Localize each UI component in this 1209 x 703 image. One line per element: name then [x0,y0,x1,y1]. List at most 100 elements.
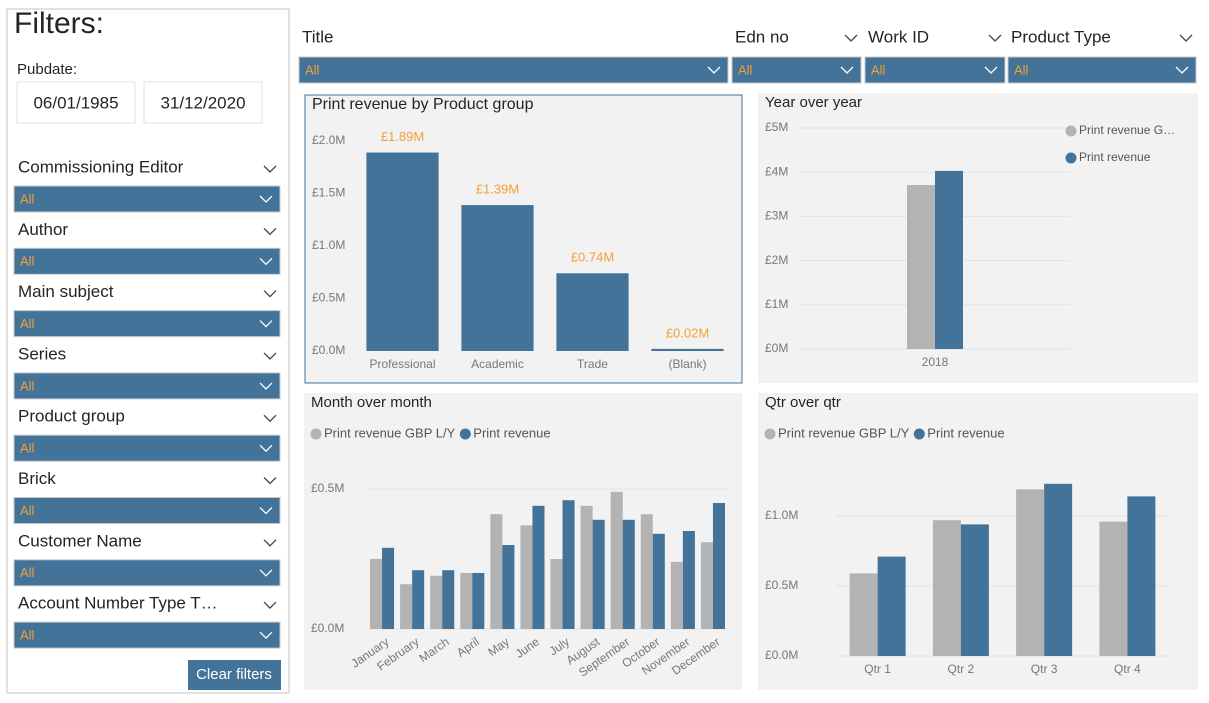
x-tick-label: Qtr 3 [1031,662,1058,676]
bar [502,545,515,629]
legend-marker [1065,152,1077,164]
chevron[interactable] [259,631,273,640]
bar [412,570,425,629]
dropdown-value[interactable]: All [1014,62,1029,77]
chevron[interactable] [1179,34,1193,42]
dropdown-value[interactable]: All [20,441,35,456]
chevron[interactable] [263,601,277,610]
bar [700,542,713,629]
bar [1016,489,1045,656]
y-tick-label: £1.5M [312,186,345,200]
slicer-label: Brick [18,469,56,488]
dropdown-value[interactable]: All [20,503,35,518]
slicer-label: Main subject [18,282,114,301]
chevron[interactable] [707,66,721,74]
chevron[interactable] [840,66,854,74]
y-tick-label: £0M [765,341,788,355]
x-tick-label: Qtr 1 [864,662,891,676]
dropdown[interactable] [1007,56,1197,84]
dropdown-value[interactable]: All [20,254,35,269]
dropdown[interactable] [13,497,281,524]
legend-label: Print revenue [473,425,550,440]
dropdown-value[interactable]: All [305,62,320,77]
slicer-label: Author [18,220,68,239]
chevron[interactable] [1175,66,1189,74]
chevron[interactable] [263,477,277,485]
dropdown-value[interactable]: All [20,628,35,643]
date-to-box[interactable] [143,81,263,124]
chevron[interactable] [984,66,998,74]
bar [640,514,653,629]
bar [461,205,534,351]
chevron[interactable] [259,195,273,203]
dropdown[interactable] [13,559,281,587]
chevron[interactable] [263,352,277,360]
bar [556,273,629,351]
y-tick-label: £0.0M [311,621,344,635]
dropdown-value[interactable]: All [20,316,35,331]
chevron[interactable] [259,320,273,328]
y-tick-label: £4M [765,164,788,178]
dropdown-value[interactable]: All [20,378,35,393]
chevron[interactable] [259,444,273,453]
legend-marker [310,428,322,440]
dropdown[interactable] [864,56,1006,84]
chevron[interactable] [263,227,277,236]
bar [490,514,503,629]
dropdown[interactable] [13,247,281,275]
bar [610,491,623,629]
legend-label: Print revenue GBP L/Y [778,425,910,440]
dropdown-value[interactable]: All [871,62,886,77]
bar [682,531,695,629]
bar [1127,496,1156,656]
slicer-label: Customer Name [18,531,142,550]
slicer-label: Product Type [1011,27,1111,46]
chevron[interactable] [263,290,277,298]
clear-button[interactable] [188,660,281,690]
dropdown-value[interactable]: All [20,565,35,580]
chevron[interactable] [988,34,1002,42]
bar [430,575,443,629]
chevron[interactable] [263,539,277,547]
chevron[interactable] [259,382,273,390]
dropdown[interactable] [13,621,281,649]
bar [622,519,635,629]
bar [960,524,989,656]
slicer-label: Work ID [868,27,929,46]
chevron[interactable] [259,507,273,515]
dropdown[interactable] [13,372,281,400]
legend-marker [764,428,776,440]
dropdown[interactable] [13,310,281,338]
x-tick-label: 2018 [922,355,949,369]
bar [907,185,935,349]
chevron[interactable] [259,257,273,266]
x-tick-label: Qtr 2 [948,662,975,676]
data-label: £0.74M [571,250,614,265]
bar [935,170,963,349]
x-tick-label: Academic [471,357,524,371]
y-tick-label: £1M [765,297,788,311]
dropdown[interactable] [731,56,862,84]
bar [877,556,906,656]
clear-button-label[interactable]: Clear filters [196,666,272,683]
dropdown[interactable] [13,434,281,462]
date-to[interactable]: 31/12/2020 [160,93,245,112]
dropdown-value[interactable]: All [738,62,753,77]
legend-marker [913,428,925,440]
y-tick-label: £0.0M [765,648,798,662]
dropdown[interactable] [298,56,729,84]
legend-label: Print revenue GBP L/Y [324,425,456,440]
x-tick-label: Professional [369,357,435,371]
date-from-box[interactable] [16,81,136,124]
chart-frame [758,93,1198,383]
bar [442,570,455,629]
chevron[interactable] [844,34,858,42]
bar [562,500,575,629]
filters-title: Filters: [14,7,104,40]
date-from[interactable]: 06/01/1985 [33,93,118,112]
chevron[interactable] [263,414,277,423]
dropdown-value[interactable]: All [20,191,35,206]
dropdown[interactable] [13,185,281,213]
chevron[interactable] [263,165,277,173]
chevron[interactable] [259,569,273,577]
